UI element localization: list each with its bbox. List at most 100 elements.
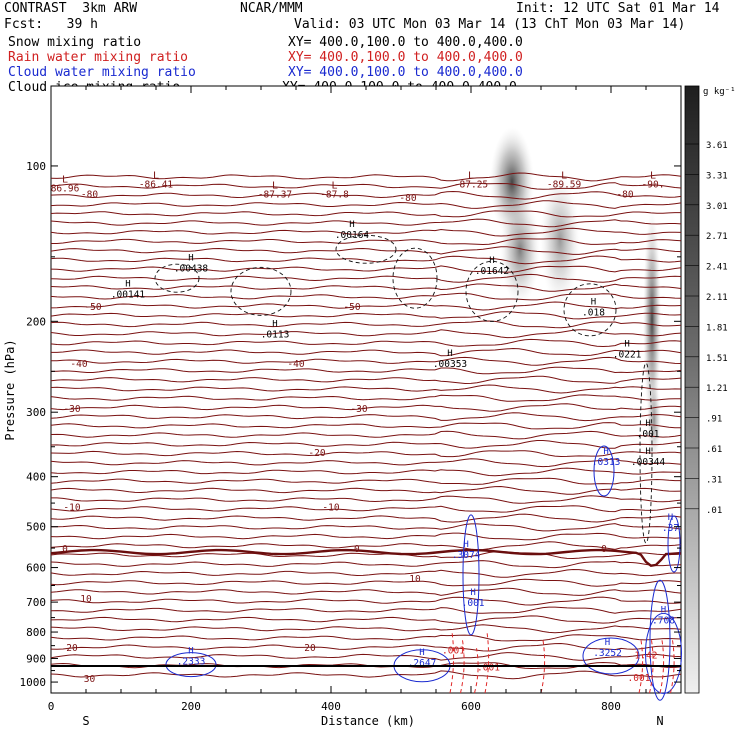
isotherm-label: -40 [70, 359, 87, 370]
isotherm-label: -10 [63, 502, 80, 513]
cloud-ice-max-label-marker: H [591, 298, 596, 308]
snow-plume [500, 195, 540, 305]
y-tick-label: 100 [26, 160, 46, 173]
isotherm-line [50, 218, 682, 228]
isotherm-line [50, 642, 682, 652]
isotherm-label: -20 [308, 448, 325, 459]
cloud-water-contours [165, 445, 682, 701]
cloud-water-max-label-marker: H [419, 648, 424, 658]
isotherm-label: -50 [343, 302, 360, 313]
cloud-ice-max-label-marker: H [188, 253, 193, 263]
cloud-ice-contour [154, 263, 200, 293]
colorbar-label: 1.81 [706, 323, 728, 333]
rain-water-contour [474, 648, 479, 694]
isotherm-label: 0 [62, 544, 68, 555]
cloud-ice-contour [563, 283, 617, 337]
cloud-water-contour [593, 445, 615, 497]
temperature-low-marker: L [561, 170, 567, 181]
temperature-low-marker: L [468, 170, 474, 181]
isotherm-label: -80 [616, 189, 633, 200]
snow-shading [490, 127, 661, 460]
isotherm-line [50, 551, 682, 560]
cloud-water-max-label-marker: H [603, 447, 608, 457]
model-title: CONTRAST 3km ARW [4, 1, 138, 16]
x-tick-label: 800 [601, 700, 621, 713]
isotherm-line [50, 190, 682, 200]
isotherm-line [50, 596, 682, 606]
temperature-low-marker: L [331, 180, 337, 191]
cloud-ice-max-label: .00141 [111, 290, 146, 301]
cloud-ice-contours [154, 234, 653, 544]
colorbar-label: .31 [706, 475, 722, 485]
isotherm-line [50, 375, 682, 385]
isotherm-line [50, 403, 682, 412]
cloud-water-contour [165, 652, 217, 678]
isotherm-line [50, 338, 682, 348]
cloud-water-max-label-marker: H [188, 647, 193, 657]
x-tick-label: 200 [181, 700, 201, 713]
colorbar-gradient [684, 85, 700, 694]
colorbar-label: .01 [706, 506, 722, 516]
isotherm-line [50, 412, 682, 422]
isotherm-line [50, 532, 682, 541]
rain-water-contours [449, 631, 675, 694]
y-axis-label: Pressure (hPa) [3, 339, 17, 440]
colorbar-label: 3.31 [706, 171, 728, 181]
cloud-ice-max-label: .001 [637, 429, 660, 440]
south-label: S [82, 714, 89, 728]
temperature-low-marker: L [272, 180, 278, 191]
y-tick-label: 1000 [20, 676, 47, 689]
colorbar: g kg⁻¹ 3.61 3.31 3.01 2.71 2.41 2.11 1.81 1.51 1… [684, 85, 736, 694]
isotherm-line [50, 273, 682, 283]
isotherm-line [50, 624, 682, 634]
temperature-low-value: -89.59 [547, 179, 582, 190]
field-label-rain: Rain water mixing ratio [8, 50, 189, 65]
colorbar-label: 2.71 [706, 232, 728, 242]
isotherm-line [50, 477, 681, 485]
isotherm-label: -30 [350, 404, 367, 415]
isotherm-label: 0 [601, 544, 607, 555]
snow-column [643, 210, 661, 430]
contour-labels: 0 0 0 -80 -80 -80 -50 -50 -40 -40 -30 -30 -20 -10 -10 1… [51, 170, 679, 685]
colorbar-label: 2.41 [706, 263, 728, 273]
isotherm-line [50, 182, 682, 190]
field-label-snow: Snow mixing ratio [8, 35, 142, 50]
rain-water-contour [449, 631, 455, 694]
isotherm-line [50, 301, 682, 311]
temperature-low-marker: L [650, 170, 656, 181]
colorbar-label: 2.11 [706, 293, 728, 303]
colorbar-label: .91 [706, 415, 722, 425]
temperature-low-value: 86.96 [51, 183, 80, 194]
isotherm-line [50, 467, 682, 477]
isotherm-line [50, 560, 682, 569]
temperature-low-marker: L [62, 174, 68, 185]
field-xy-snow: XY= 400.0,100.0 to 400.0,400.0 [288, 35, 523, 50]
isotherm-line [50, 606, 682, 614]
valid-time: Valid: 03 UTC Mon 03 Mar 14 (13 ChT Mon … [294, 17, 686, 32]
colorbar-unit: g kg⁻¹ [703, 87, 736, 97]
org-label: NCAR/MMM [240, 1, 303, 16]
isotherm-line [50, 227, 682, 237]
temperature-low-value: -87.25 [454, 179, 488, 190]
cloud-water-max-label: .001 [462, 598, 485, 609]
isotherm-line [51, 356, 682, 366]
isotherm-line [50, 255, 682, 265]
temperature-contours [50, 172, 682, 680]
cloud-water-max-label: .3074 [452, 550, 481, 561]
isotherm-label: -40 [287, 359, 304, 370]
cloud-water-contour [582, 637, 640, 675]
cloud-ice-max-label-marker: H [272, 320, 277, 330]
colorbar-label: .61 [706, 445, 722, 455]
axes: 0 200 400 600 800100200300400500600700800900… [20, 86, 681, 713]
isotherm-line [50, 329, 682, 339]
cloud-ice-max-label: .00164 [335, 230, 370, 241]
cloud-ice-contour [230, 266, 292, 316]
cloud-ice-max-label-marker: H [447, 349, 452, 359]
cloud-water-max-label-marker: H [605, 638, 610, 648]
cloud-water-max-label-marker: H [470, 588, 475, 598]
x-tick-label: 400 [321, 700, 341, 713]
isotherm-line [50, 568, 681, 578]
cloud-ice-max-label-marker: H [489, 256, 494, 266]
cloud-water-max-label: .37 [662, 523, 679, 534]
